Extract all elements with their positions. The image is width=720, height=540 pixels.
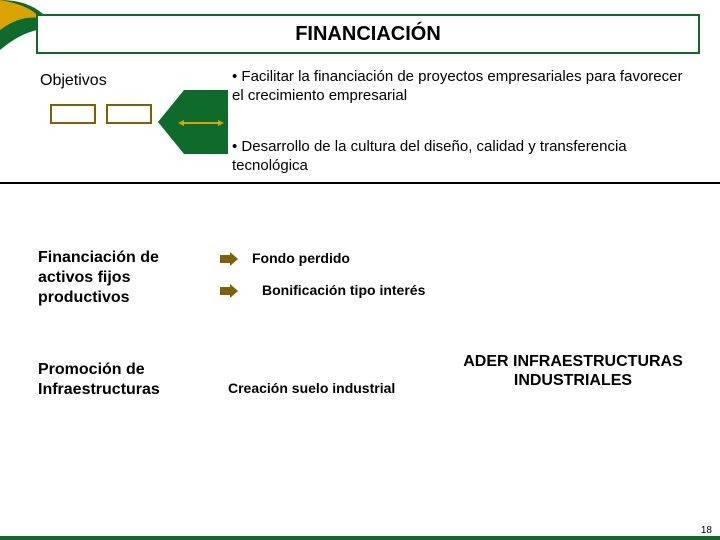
page-title: FINANCIACIÓN	[295, 23, 441, 46]
arrow-right-icon	[220, 252, 238, 266]
bullet-text: • Facilitar la financiación de proyectos…	[232, 68, 696, 106]
bullet-text: • Desarrollo de la cultura del diseño, c…	[232, 138, 696, 176]
callout-text: ADER INFRAESTRUCTURAS INDUSTRIALES	[446, 352, 700, 390]
title-box: FINANCIACIÓN	[36, 14, 700, 54]
decorative-box	[106, 104, 152, 124]
page-number: 18	[701, 525, 712, 536]
divider	[0, 182, 720, 184]
connector-arrow-icon	[178, 120, 224, 126]
list-item: Bonificación tipo interés	[262, 282, 425, 298]
footer-stripe	[0, 536, 720, 540]
objectives-label: Objetivos	[40, 72, 107, 90]
section-heading: Promoción de Infraestructuras	[38, 360, 208, 400]
decorative-box	[50, 104, 96, 124]
list-item: Creación suelo industrial	[228, 380, 395, 396]
arrow-right-icon	[220, 284, 238, 298]
section-heading: Financiación de activos fijos productivo…	[38, 248, 208, 308]
list-item: Fondo perdido	[252, 250, 350, 266]
